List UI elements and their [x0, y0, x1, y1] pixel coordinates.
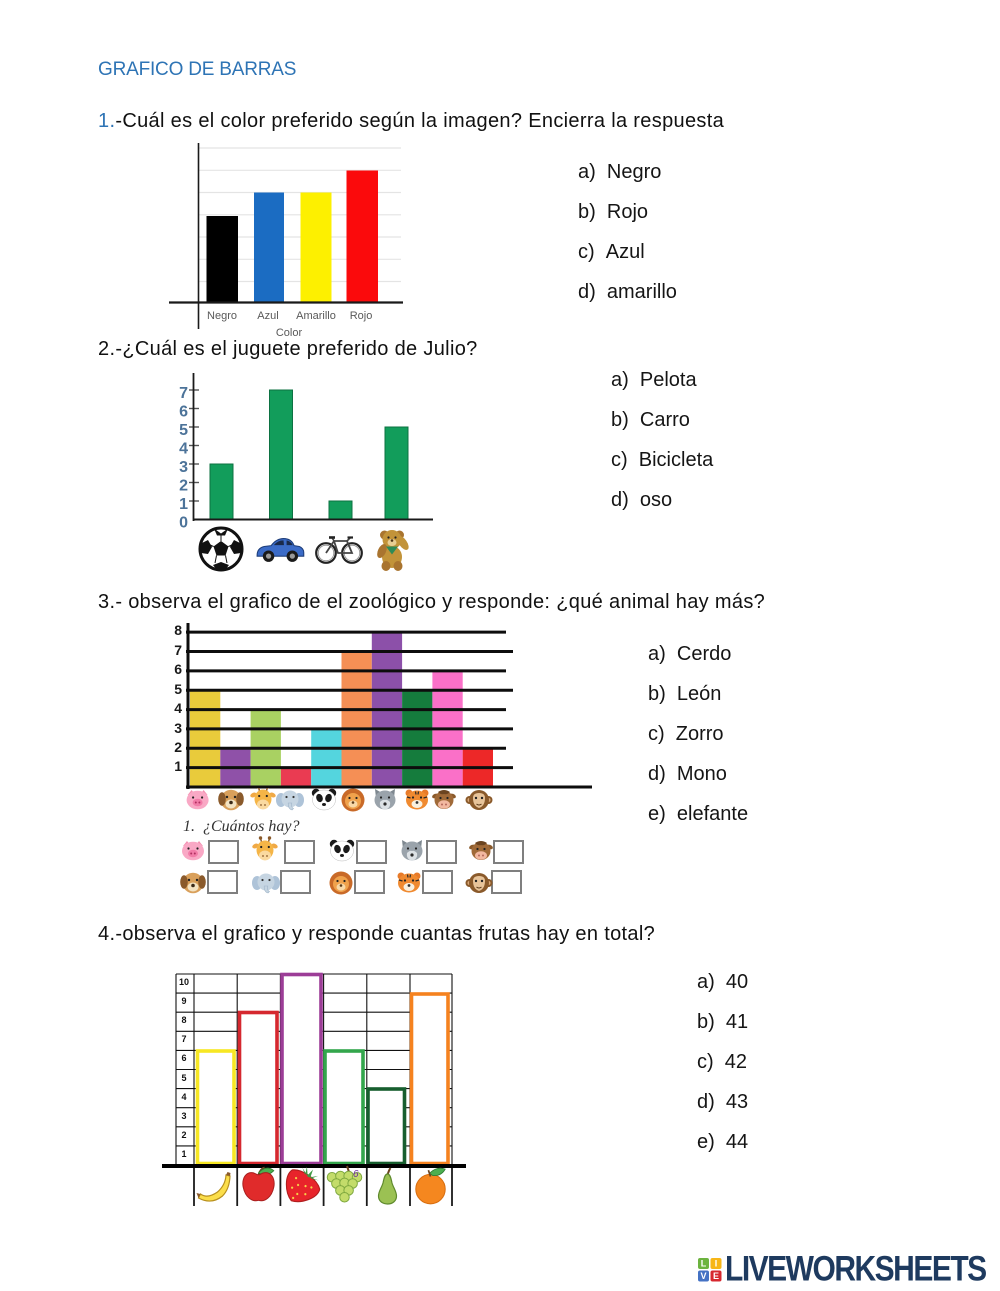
svg-text:2: 2 — [181, 1130, 186, 1140]
svg-text:3: 3 — [181, 1111, 186, 1121]
svg-text:E: E — [713, 1271, 719, 1281]
svg-text:Negro: Negro — [207, 310, 237, 322]
svg-text:Color: Color — [276, 327, 303, 339]
svg-text:2: 2 — [174, 739, 182, 755]
svg-text:6: 6 — [181, 1053, 186, 1063]
svg-text:9: 9 — [181, 996, 186, 1006]
svg-text:1: 1 — [174, 758, 182, 774]
svg-text:10: 10 — [179, 977, 189, 987]
svg-text:8: 8 — [174, 622, 182, 638]
svg-text:7: 7 — [179, 385, 188, 402]
svg-text:3: 3 — [174, 720, 182, 736]
svg-text:0: 0 — [179, 515, 188, 532]
svg-text:5: 5 — [174, 681, 182, 697]
svg-text:6: 6 — [353, 1169, 359, 1180]
svg-text:7: 7 — [181, 1034, 186, 1044]
svg-text:4: 4 — [179, 441, 188, 458]
svg-text:1: 1 — [181, 1149, 186, 1159]
svg-text:4: 4 — [174, 700, 182, 716]
svg-text:7: 7 — [174, 642, 182, 658]
svg-text:L: L — [701, 1259, 707, 1269]
svg-text:I: I — [715, 1259, 718, 1269]
svg-text:8: 8 — [181, 1015, 186, 1025]
svg-text:6: 6 — [179, 404, 188, 421]
svg-text:6: 6 — [174, 661, 182, 677]
svg-text:2: 2 — [179, 478, 188, 495]
svg-text:Azul: Azul — [257, 310, 278, 322]
svg-text:1: 1 — [179, 496, 188, 513]
svg-text:5: 5 — [181, 1073, 186, 1083]
svg-text:Amarillo: Amarillo — [296, 310, 336, 322]
svg-text:4: 4 — [181, 1092, 186, 1102]
svg-text:5: 5 — [179, 422, 188, 439]
svg-text:V: V — [700, 1271, 706, 1281]
svg-text:3: 3 — [179, 459, 188, 476]
svg-text:Rojo: Rojo — [350, 310, 373, 322]
